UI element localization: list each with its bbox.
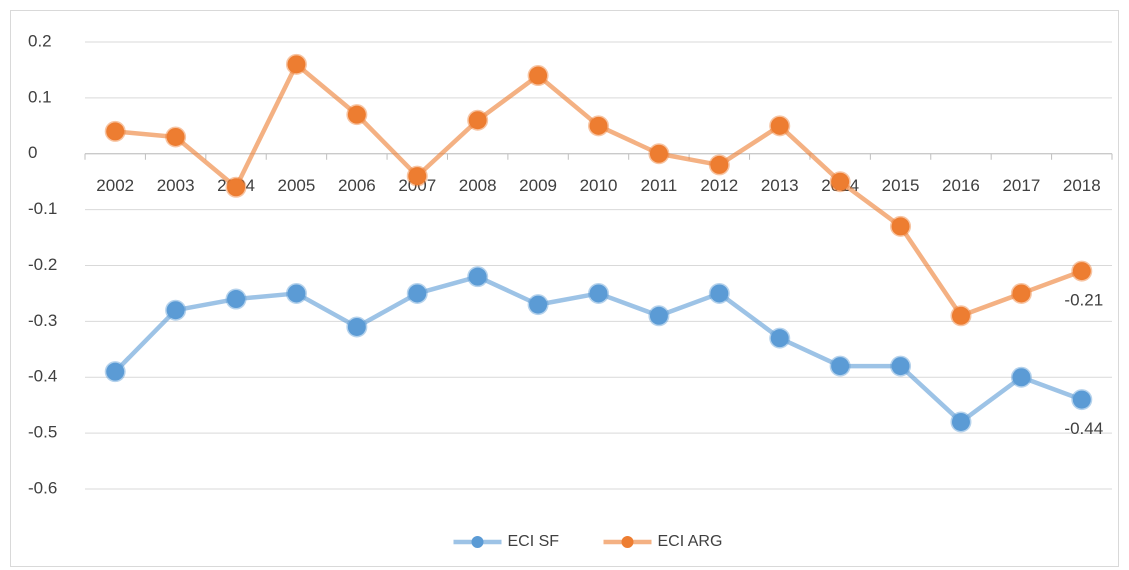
x-tick-label: 2011 bbox=[641, 176, 678, 195]
x-tick-label: 2015 bbox=[882, 176, 920, 195]
y-tick-label: -0.3 bbox=[28, 311, 57, 330]
point-marker bbox=[165, 126, 187, 148]
y-tick-label: 0 bbox=[28, 143, 37, 162]
point-marker bbox=[829, 355, 851, 377]
point-marker bbox=[708, 282, 730, 304]
point-marker bbox=[950, 305, 972, 327]
y-tick-label: 0.1 bbox=[28, 87, 52, 106]
legend-label: ECI ARG bbox=[658, 533, 723, 550]
point-marker bbox=[769, 115, 791, 137]
point-marker bbox=[406, 282, 428, 304]
point-marker bbox=[890, 355, 912, 377]
point-marker bbox=[890, 215, 912, 237]
x-tick-label: 2017 bbox=[1002, 176, 1040, 195]
data-label: -0.21 bbox=[1064, 291, 1103, 310]
point-marker bbox=[648, 143, 670, 165]
x-tick-label: 2018 bbox=[1063, 176, 1101, 195]
point-marker bbox=[225, 288, 247, 310]
point-marker bbox=[527, 65, 549, 87]
point-marker bbox=[406, 165, 428, 187]
point-marker bbox=[104, 120, 126, 142]
point-marker bbox=[829, 171, 851, 193]
x-tick-label: 2006 bbox=[338, 176, 376, 195]
point-marker bbox=[950, 411, 972, 433]
legend-marker bbox=[471, 536, 484, 548]
point-marker bbox=[104, 361, 126, 383]
point-marker bbox=[285, 53, 307, 75]
point-marker bbox=[1071, 260, 1093, 282]
point-marker bbox=[1071, 389, 1093, 411]
legend-marker bbox=[621, 536, 634, 548]
point-marker bbox=[225, 176, 247, 198]
point-marker bbox=[467, 109, 489, 131]
point-marker bbox=[467, 266, 489, 288]
x-tick-label: 2010 bbox=[580, 176, 618, 195]
point-marker bbox=[1010, 282, 1032, 304]
legend-label: ECI SF bbox=[508, 533, 560, 550]
y-tick-label: 0.2 bbox=[28, 31, 52, 50]
point-marker bbox=[165, 299, 187, 321]
x-tick-label: 2002 bbox=[96, 176, 134, 195]
point-marker bbox=[588, 115, 609, 137]
chart-border bbox=[10, 10, 1119, 567]
x-tick-label: 2013 bbox=[761, 176, 799, 195]
y-tick-label: -0.1 bbox=[28, 199, 57, 218]
y-tick-label: -0.6 bbox=[28, 478, 57, 497]
y-tick-label: -0.5 bbox=[28, 423, 57, 442]
point-marker bbox=[588, 282, 609, 304]
point-marker bbox=[708, 154, 730, 176]
y-tick-label: -0.4 bbox=[28, 367, 57, 386]
point-marker bbox=[346, 316, 368, 338]
x-tick-label: 2007 bbox=[398, 176, 436, 195]
data-label: -0.44 bbox=[1064, 419, 1103, 438]
x-tick-label: 2016 bbox=[942, 176, 980, 195]
point-marker bbox=[285, 282, 307, 304]
point-marker bbox=[769, 327, 791, 349]
y-tick-label: -0.2 bbox=[28, 255, 57, 274]
point-marker bbox=[648, 305, 670, 327]
x-tick-label: 2008 bbox=[459, 176, 497, 195]
x-tick-label: 2012 bbox=[700, 176, 738, 195]
point-marker bbox=[1010, 366, 1032, 388]
x-tick-label: 2009 bbox=[519, 176, 557, 195]
point-marker bbox=[527, 294, 549, 316]
x-tick-label: 2003 bbox=[157, 176, 195, 195]
point-marker bbox=[346, 104, 368, 126]
x-tick-label: 2005 bbox=[278, 176, 316, 195]
